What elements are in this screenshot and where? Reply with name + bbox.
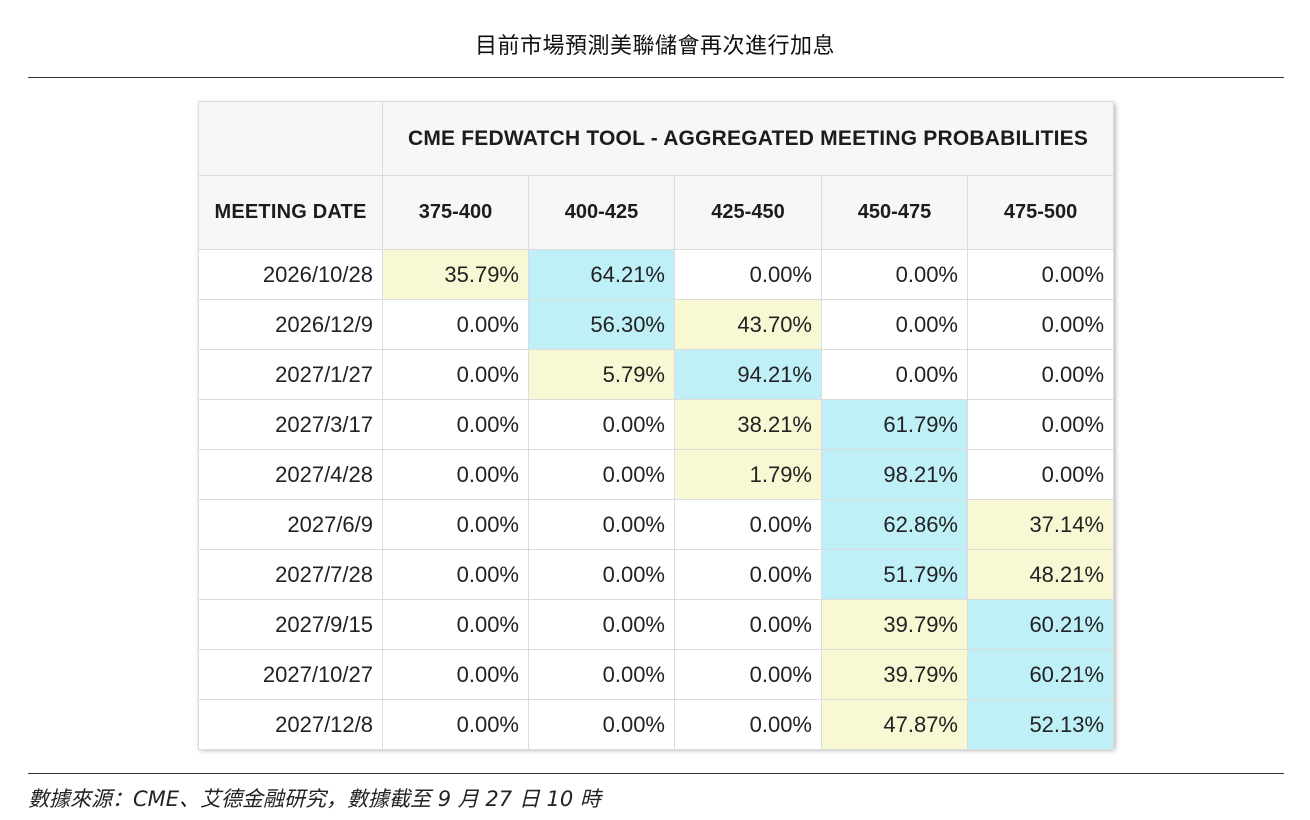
probability-cell: 0.00% [674,499,822,550]
column-header-425-450: 425-450 [674,175,822,250]
probability-cell: 0.00% [966,449,1115,500]
table-row: 2027/3/17 0.00% 0.00% 38.21% 61.79% 0.00% [198,399,1115,450]
probability-cell: 0.00% [382,699,529,750]
table-row: 2027/9/15 0.00% 0.00% 0.00% 39.79% 60.21% [198,599,1115,650]
table-corner-cell [198,101,383,176]
probability-cell: 0.00% [966,349,1115,400]
probability-cell: 0.00% [821,299,968,350]
table-row: 2027/6/9 0.00% 0.00% 0.00% 62.86% 37.14% [198,499,1115,550]
probability-cell: 0.00% [821,349,968,400]
meeting-date-cell: 2027/10/27 [198,649,383,700]
probability-cell: 0.00% [966,299,1115,350]
probability-cell: 0.00% [966,249,1115,300]
probability-cell: 1.79% [674,449,822,500]
table-header-row: MEETING DATE 375-400 400-425 425-450 450… [198,175,1115,250]
probability-cell: 0.00% [528,449,675,500]
meeting-date-cell: 2027/6/9 [198,499,383,550]
footer-divider [28,773,1284,774]
probability-cell: 0.00% [528,549,675,600]
column-header-400-425: 400-425 [528,175,675,250]
probability-cell: 0.00% [382,499,529,550]
probability-cell: 35.79% [382,249,529,300]
probability-cell: 0.00% [382,549,529,600]
probability-cell: 39.79% [821,649,968,700]
meeting-date-header: MEETING DATE [198,175,383,250]
probability-cell: 0.00% [382,399,529,450]
column-header-450-475: 450-475 [821,175,968,250]
meeting-date-cell: 2027/4/28 [198,449,383,500]
probability-cell: 0.00% [528,649,675,700]
probability-cell: 64.21% [528,249,675,300]
probability-cell: 0.00% [382,299,529,350]
probability-cell: 5.79% [528,349,675,400]
table-row: 2026/10/28 35.79% 64.21% 0.00% 0.00% 0.00% [198,249,1115,300]
meeting-date-cell: 2026/10/28 [198,249,383,300]
probability-cell: 38.21% [674,399,822,450]
probability-cell: 0.00% [382,349,529,400]
table-row: 2027/10/27 0.00% 0.00% 0.00% 39.79% 60.21% [198,649,1115,700]
probability-cell: 98.21% [821,449,968,500]
meeting-date-cell: 2027/3/17 [198,399,383,450]
probability-cell: 0.00% [674,549,822,600]
table-row: 2027/1/27 0.00% 5.79% 94.21% 0.00% 0.00% [198,349,1115,400]
probability-cell: 0.00% [382,649,529,700]
probability-cell: 0.00% [528,399,675,450]
probability-cell: 56.30% [528,299,675,350]
probability-cell: 0.00% [528,699,675,750]
table-row: 2027/12/8 0.00% 0.00% 0.00% 47.87% 52.13% [198,699,1115,750]
page-title: 目前市場預測美聯儲會再次進行加息 [474,34,835,59]
fedwatch-table-card: CME FEDWATCH TOOL - AGGREGATED MEETING P… [198,101,1115,750]
probability-cell: 60.21% [966,649,1115,700]
probability-cell: 0.00% [966,399,1115,450]
probability-cell: 0.00% [528,599,675,650]
fedwatch-table: CME FEDWATCH TOOL - AGGREGATED MEETING P… [198,101,1115,750]
probability-cell: 0.00% [674,249,822,300]
probability-cell: 61.79% [821,399,968,450]
probability-cell: 0.00% [382,449,529,500]
column-header-475-500: 475-500 [966,175,1115,250]
table-body: 2026/10/28 35.79% 64.21% 0.00% 0.00% 0.00% 202… [198,249,1115,750]
meeting-date-cell: 2027/12/8 [198,699,383,750]
meeting-date-cell: 2027/9/15 [198,599,383,650]
probability-cell: 0.00% [821,249,968,300]
probability-cell: 51.79% [821,549,968,600]
table-row: 2027/7/28 0.00% 0.00% 0.00% 51.79% 48.21% [198,549,1115,600]
probability-cell: 0.00% [674,699,822,750]
source-note: 數據來源：CME、艾德金融研究，數據截至 9 月 27 日 10 時 [28,787,601,811]
probability-cell: 60.21% [966,599,1115,650]
probability-cell: 62.86% [821,499,968,550]
table-title-row: CME FEDWATCH TOOL - AGGREGATED MEETING P… [198,101,1115,176]
probability-cell: 0.00% [674,649,822,700]
meeting-date-cell: 2027/7/28 [198,549,383,600]
table-row: 2027/4/28 0.00% 0.00% 1.79% 98.21% 0.00% [198,449,1115,500]
probability-cell: 47.87% [821,699,968,750]
probability-cell: 0.00% [528,499,675,550]
meeting-date-cell: 2026/12/9 [198,299,383,350]
probability-cell: 0.00% [674,599,822,650]
probability-cell: 39.79% [821,599,968,650]
probability-cell: 52.13% [966,699,1115,750]
probability-cell: 48.21% [966,549,1115,600]
table-title: CME FEDWATCH TOOL - AGGREGATED MEETING P… [381,101,1115,176]
probability-cell: 43.70% [674,299,822,350]
probability-cell: 0.00% [382,599,529,650]
probability-cell: 94.21% [674,349,822,400]
table-row: 2026/12/9 0.00% 56.30% 43.70% 0.00% 0.00% [198,299,1115,350]
meeting-date-cell: 2027/1/27 [198,349,383,400]
title-divider [28,77,1284,78]
column-header-375-400: 375-400 [382,175,529,250]
probability-cell: 37.14% [966,499,1115,550]
